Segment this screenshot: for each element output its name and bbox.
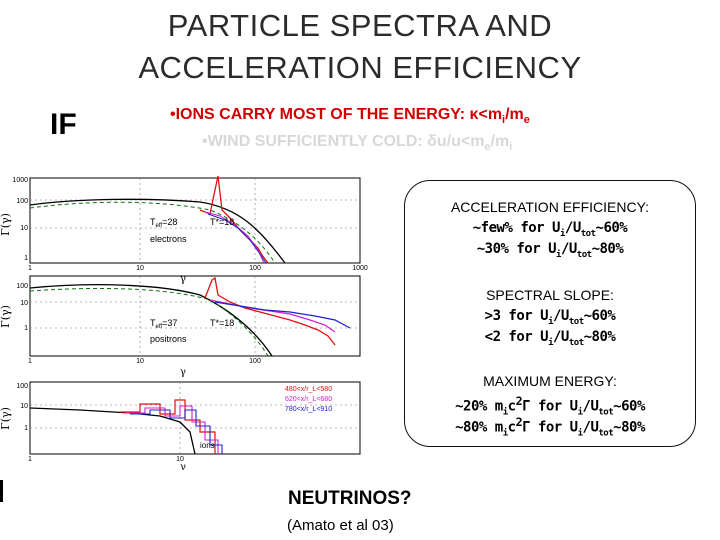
- acceleration-efficiency-heading: ACCELERATION EFFICIENCY:: [450, 199, 650, 215]
- acceleration-efficiency-line-1: ~few% for Ui/Utot~60%: [472, 220, 628, 239]
- thermal-curve-black: [29, 284, 273, 357]
- page-title-line-2: ACCELERATION EFFICIENCY: [138, 50, 582, 85]
- panel-electrons: 1000 100 10 1 1 10 100 1000 Teff=28 T*=1…: [12, 175, 368, 285]
- spectrum-blue: [214, 301, 351, 329]
- species-label: electrons: [150, 234, 187, 244]
- panel-frame: [29, 275, 361, 357]
- teff-label: Teff=28: [150, 217, 177, 229]
- xtick: 100: [249, 265, 261, 272]
- ytick: 1000: [12, 177, 28, 184]
- y-axis-label: Γ(γ): [0, 305, 12, 328]
- spectrum-red: [120, 399, 216, 454]
- species-label: ions: [200, 441, 215, 450]
- maximum-energy-line-2: ~80% mic2Γ for Ui/Utot~80%: [455, 415, 645, 439]
- bullet-ions-text: •IONS CARRY MOST OF THE ENERGY:: [170, 106, 470, 123]
- bullet-wind-text: •WIND SUFFICIENTLY COLD:: [202, 133, 428, 151]
- acceleration-efficiency-line-2: ~30% for Ui/Utot~80%: [476, 241, 624, 260]
- thermal-curve-green: [29, 201, 276, 264]
- sub-i: i: [502, 114, 506, 127]
- xtick: 10: [136, 265, 144, 272]
- citation: (Amato et al 03): [287, 517, 394, 534]
- thermal-curve-black: [29, 198, 286, 264]
- teff-label: Teff=37: [150, 318, 177, 330]
- spectra-figure: 1000 100 10 1 1 10 100 1000 Teff=28 T*=1…: [0, 170, 400, 473]
- spectrum-blue: [130, 409, 223, 454]
- panel-frame: [29, 177, 361, 264]
- ytick: 1: [24, 255, 28, 262]
- ytick: 100: [16, 383, 28, 390]
- spectral-slope-line-1: >3 for Ui/Utot~60%: [484, 308, 616, 327]
- panel-ions: 100 10 1 1 10 ions 480<x/r_L<580 620<x/r…: [16, 381, 361, 473]
- spectrum-red: [199, 175, 269, 264]
- ytick: 10: [20, 403, 28, 410]
- xtick: 1: [28, 358, 32, 365]
- panel-positrons: 100 10 1 1 10 100 Teff=37 T*=18 positron…: [16, 275, 361, 378]
- maximum-energy-line-1: ~20% mic2Γ for Ui/Utot~60%: [455, 394, 645, 418]
- ytick: 100: [16, 198, 28, 205]
- sub-i: i: [509, 141, 513, 154]
- legend-magenta: 620<x/r_L<680: [285, 396, 332, 403]
- results-callout: ACCELERATION EFFICIENCY: ~few% for Ui/Ut…: [404, 180, 696, 447]
- xtick: 10: [176, 456, 184, 463]
- y-axis-label: Γ(γ): [0, 213, 12, 236]
- left-bracket-mark: [0, 480, 3, 502]
- spectral-slope-heading: SPECTRAL SLOPE:: [486, 287, 614, 303]
- sub-e: e: [484, 141, 491, 154]
- legend-red: 480<x/r_L<580: [285, 386, 332, 393]
- bullet-wind-slash: /m: [490, 133, 510, 151]
- tstar-label: T*=18: [210, 318, 234, 328]
- xtick: 1000: [352, 265, 368, 272]
- spectra-svg: 1000 100 10 1 1 10 100 1000 Teff=28 T*=1…: [12, 175, 368, 473]
- xtick: 1: [28, 265, 32, 272]
- y-axis-label: Γ(γ): [0, 407, 12, 430]
- page-title-line-1: PARTICLE SPECTRA AND: [167, 8, 553, 43]
- xtick: 1: [28, 456, 32, 463]
- spectrum-magenta: [125, 405, 219, 454]
- species-label: positrons: [150, 334, 187, 344]
- ytick: 1: [24, 425, 28, 432]
- legend-blue: 780<x/r_L<910: [285, 406, 332, 413]
- xtick: 10: [136, 358, 144, 365]
- delta-symbol: δ: [427, 133, 437, 151]
- bullet-ions-rest: <m: [478, 106, 503, 123]
- spectral-slope-line-2: <2 for Ui/Utot~80%: [484, 329, 616, 348]
- kappa-symbol: κ: [469, 106, 479, 123]
- neutrinos-label: NEUTRINOS?: [288, 488, 412, 509]
- x-axis-label: γ: [180, 274, 186, 285]
- thermal-curve-green: [29, 287, 269, 357]
- bullet-wind: •WIND SUFFICIENTLY COLD: δu/u<me/mi: [170, 131, 530, 158]
- tstar-label: T*=18: [210, 217, 234, 227]
- ytick: 10: [20, 300, 28, 307]
- x-axis-label: γ: [180, 367, 186, 378]
- bullet-list: •IONS CARRY MOST OF THE ENERGY: κ<mi/me …: [170, 104, 530, 158]
- bullet-ions: •IONS CARRY MOST OF THE ENERGY: κ<mi/me: [170, 104, 530, 131]
- bullet-ions-slash: /m: [505, 106, 524, 123]
- x-axis-label: γ: [180, 462, 186, 470]
- bullet-wind-rest: u/u<m: [436, 133, 485, 151]
- ytick: 1: [24, 325, 28, 332]
- xtick: 100: [249, 358, 261, 365]
- ytick: 10: [20, 225, 28, 232]
- spectrum-red: [204, 276, 336, 346]
- maximum-energy-heading: MAXIMUM ENERGY:: [483, 373, 617, 389]
- sub-e: e: [523, 114, 530, 127]
- thermal-curve-black: [29, 407, 196, 455]
- spectrum-blue: [207, 213, 267, 264]
- ytick: 100: [16, 283, 28, 290]
- if-label: IF: [50, 108, 77, 141]
